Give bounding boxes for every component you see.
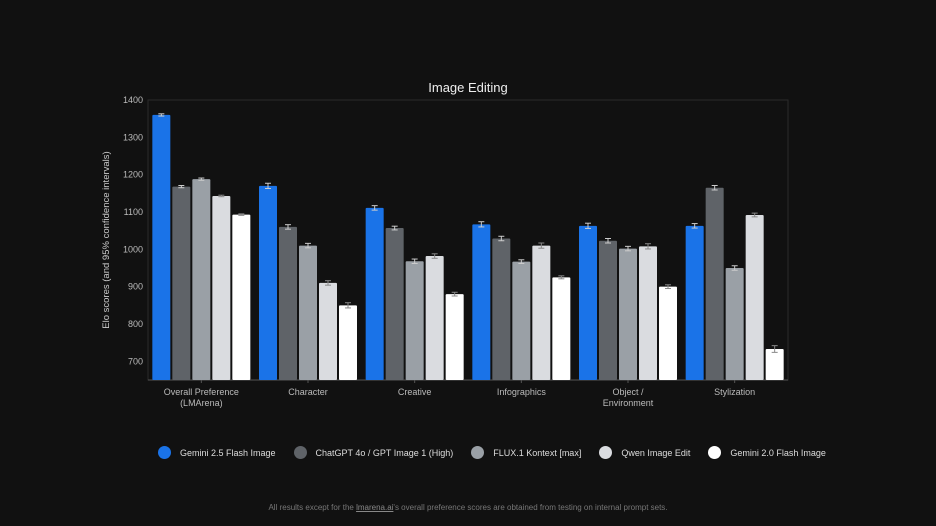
bar	[745, 214, 764, 380]
y-tick-label: 900	[128, 282, 143, 292]
legend-swatch	[471, 446, 485, 459]
legend-item: Gemini 2.5 Flash Image	[158, 446, 276, 459]
bar	[212, 195, 231, 380]
x-tick-label: Infographics	[497, 387, 547, 397]
y-tick-label: 1400	[123, 95, 143, 105]
legend-label: Qwen Image Edit	[621, 447, 691, 458]
legend-item: ChatGPT 4o / GPT Image 1 (High)	[293, 446, 454, 459]
bar	[385, 228, 404, 380]
bar	[232, 214, 251, 380]
lmarena-link[interactable]: lmarena.ai	[356, 503, 394, 512]
bar	[472, 224, 491, 380]
x-tick-label: Creative	[398, 387, 432, 397]
legend-label: FLUX.1 Kontext [max]	[493, 447, 582, 458]
bar	[685, 225, 704, 380]
bar	[279, 226, 297, 380]
bar	[552, 277, 571, 380]
bar	[599, 240, 617, 380]
bar	[705, 187, 724, 380]
legend-item: FLUX.1 Kontext [max]	[471, 446, 581, 459]
x-tick-label: Object /	[612, 387, 644, 397]
bar	[512, 261, 531, 380]
legend-label: Gemini 2.0 Flash Image	[730, 447, 826, 458]
y-tick-label: 1200	[123, 170, 143, 180]
bar	[152, 114, 171, 380]
legend-item: Gemini 2.0 Flash Image	[708, 446, 826, 459]
bar	[725, 268, 744, 380]
bar	[365, 207, 384, 380]
legend-label: Gemini 2.5 Flash Image	[180, 447, 276, 458]
bar	[319, 282, 337, 380]
x-tick-label: Stylization	[714, 387, 755, 397]
bar	[579, 225, 597, 380]
legend-label: ChatGPT 4o / GPT Image 1 (High)	[315, 447, 454, 458]
legend-item: Qwen Image Edit	[599, 446, 690, 459]
bar	[339, 305, 357, 380]
bar	[765, 349, 784, 380]
bar	[259, 185, 277, 380]
y-tick-label: 1100	[124, 207, 143, 217]
y-tick-label: 700	[128, 356, 143, 366]
legend: Gemini 2.5 Flash Image ChatGPT 4o / GPT I…	[158, 446, 844, 459]
legend-swatch	[599, 446, 613, 459]
y-tick-label: 1000	[123, 244, 143, 254]
x-tick-label: Environment	[603, 398, 654, 408]
legend-swatch	[708, 446, 722, 459]
footnote: All results except for the lmarena.ai's …	[268, 503, 668, 512]
bar	[172, 186, 191, 380]
bar	[659, 286, 677, 380]
legend-swatch	[293, 446, 307, 459]
x-tick-label: (LMArena)	[180, 398, 223, 408]
bar	[405, 261, 424, 380]
bar	[445, 294, 464, 380]
y-tick-label: 800	[128, 319, 143, 329]
legend-swatch	[158, 446, 171, 459]
bar	[639, 246, 657, 380]
x-tick-label: Overall Preference	[164, 387, 239, 397]
bar	[425, 256, 444, 380]
x-tick-label: Character	[288, 387, 328, 397]
y-axis-label: Elo scores (and 95% confidence intervals…	[101, 151, 112, 328]
bar	[619, 248, 637, 380]
bar	[532, 245, 551, 380]
bar	[299, 245, 317, 380]
chart-title: Image Editing	[428, 80, 508, 95]
bar	[492, 238, 511, 380]
y-tick-label: 1300	[123, 132, 143, 142]
bar	[192, 179, 211, 380]
